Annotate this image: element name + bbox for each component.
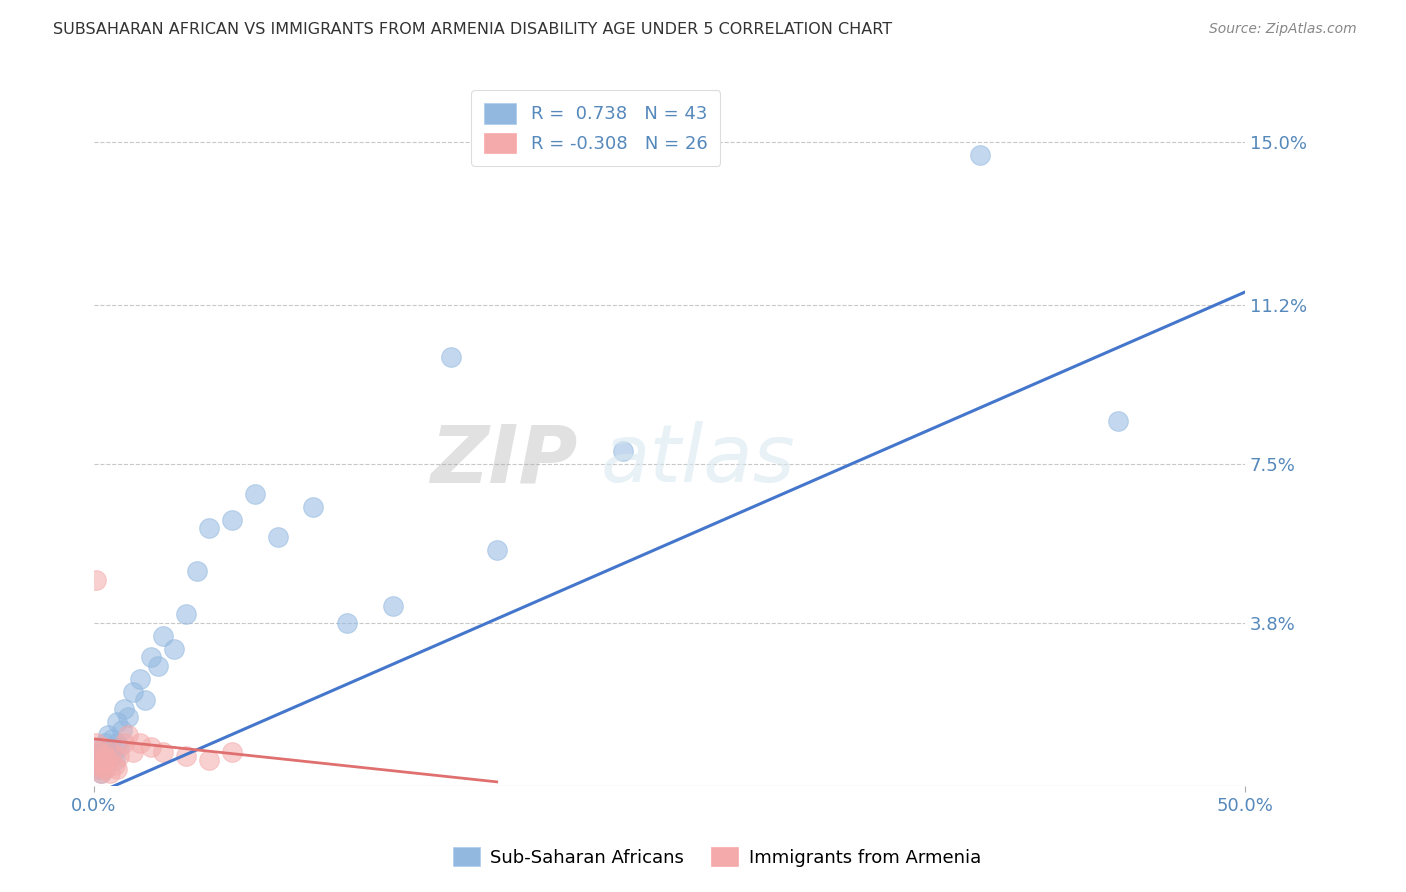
Point: [336, 615, 359, 630]
Text: ZIP: ZIP: [430, 421, 578, 500]
Point: [87, 753, 110, 767]
Point: [969, 147, 991, 161]
Point: [485, 542, 508, 557]
Point: [117, 710, 139, 724]
Point: [108, 749, 131, 764]
Point: [112, 736, 135, 750]
Point: [94, 762, 117, 776]
Point: [440, 350, 463, 364]
Point: [243, 487, 266, 501]
Point: [101, 745, 124, 759]
Point: [90, 766, 112, 780]
Text: Source: ZipAtlas.com: Source: ZipAtlas.com: [1209, 22, 1357, 37]
Point: [84, 757, 107, 772]
Point: [101, 749, 124, 764]
Point: [152, 745, 174, 759]
Point: [105, 714, 128, 729]
Point: [1107, 414, 1129, 428]
Point: [90, 766, 112, 780]
Point: [129, 672, 152, 686]
Point: [110, 723, 132, 738]
Point: [108, 740, 131, 755]
Point: [117, 728, 139, 742]
Point: [104, 753, 127, 767]
Point: [267, 530, 290, 544]
Point: [90, 753, 112, 767]
Point: [104, 757, 127, 772]
Point: [90, 740, 112, 755]
Point: [148, 659, 170, 673]
Point: [90, 749, 112, 764]
Point: [122, 684, 145, 698]
Point: [94, 736, 117, 750]
Point: [84, 736, 107, 750]
Point: [198, 753, 221, 767]
Point: [105, 762, 128, 776]
Point: [301, 500, 323, 514]
Point: [97, 728, 120, 742]
Point: [84, 757, 107, 772]
Point: [163, 641, 186, 656]
Point: [612, 444, 634, 458]
Point: [221, 745, 243, 759]
Point: [152, 629, 174, 643]
Point: [221, 513, 243, 527]
Point: [87, 762, 110, 776]
Point: [91, 745, 114, 759]
Text: atlas: atlas: [600, 421, 794, 500]
Legend: Sub-Saharan Africans, Immigrants from Armenia: Sub-Saharan Africans, Immigrants from Ar…: [446, 840, 988, 874]
Point: [112, 702, 135, 716]
Point: [101, 731, 124, 746]
Point: [198, 521, 221, 535]
Point: [129, 736, 152, 750]
Point: [174, 749, 197, 764]
Point: [382, 599, 405, 613]
Point: [98, 766, 121, 780]
Point: [105, 736, 128, 750]
Point: [174, 607, 197, 622]
Point: [141, 740, 163, 755]
Point: [87, 762, 110, 776]
Point: [122, 745, 145, 759]
Point: [91, 757, 114, 772]
Point: [141, 650, 163, 665]
Point: [97, 753, 120, 767]
Point: [94, 762, 117, 776]
Point: [84, 573, 107, 587]
Point: [97, 753, 120, 767]
Point: [91, 757, 114, 772]
Point: [94, 749, 117, 764]
Point: [98, 745, 121, 759]
Point: [91, 740, 114, 755]
Legend: R =  0.738   N = 43, R = -0.308   N = 26: R = 0.738 N = 43, R = -0.308 N = 26: [471, 90, 720, 166]
Point: [134, 693, 156, 707]
Point: [87, 745, 110, 759]
Point: [186, 565, 208, 579]
Text: SUBSAHARAN AFRICAN VS IMMIGRANTS FROM ARMENIA DISABILITY AGE UNDER 5 CORRELATION: SUBSAHARAN AFRICAN VS IMMIGRANTS FROM AR…: [53, 22, 893, 37]
